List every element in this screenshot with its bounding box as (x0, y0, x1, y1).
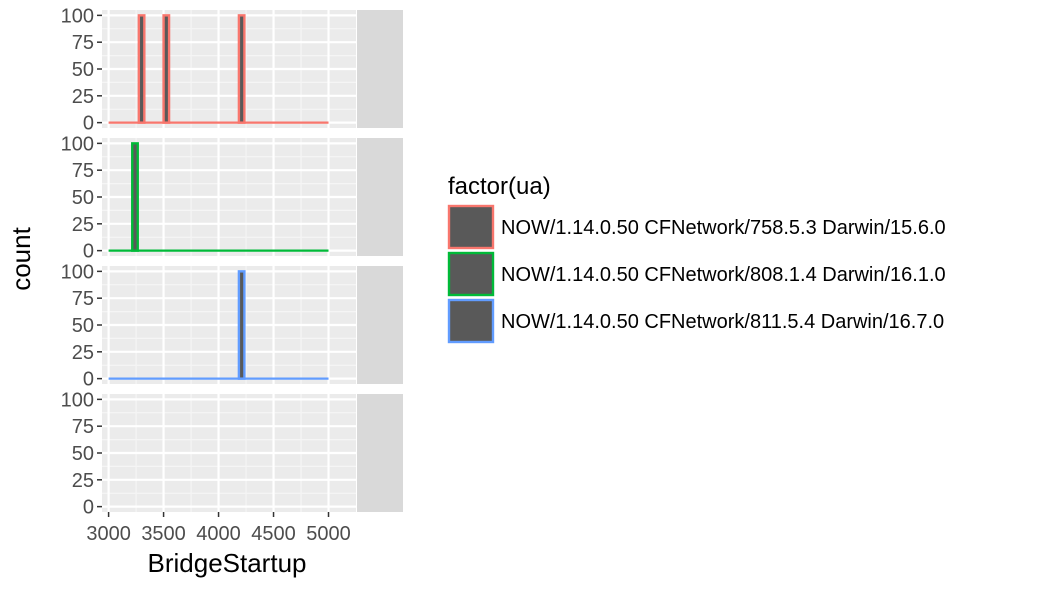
legend-item-label: NOW/1.14.0.50 CFNetwork/808.1.4 Darwin/1… (501, 264, 946, 286)
y-tick-label: 50 (72, 315, 94, 337)
legend-key-swatch (447, 204, 495, 250)
histogram-bar (131, 142, 139, 252)
y-tick-label: 25 (72, 470, 94, 492)
y-tick-label: 25 (72, 86, 94, 108)
y-tick-label: 75 (72, 160, 94, 182)
histogram-bar (162, 14, 171, 124)
facet-strip (357, 10, 403, 128)
y-tick-label: 50 (72, 187, 94, 209)
panels: 0255075100Network/750255075100Network/80… (61, 5, 403, 519)
legend-item: NOW/1.14.0.50 CFNetwork/758.5.3 Darwin/1… (447, 204, 946, 250)
x-tick-label: 3500 (141, 523, 186, 545)
facet-strip (357, 266, 403, 384)
y-tick-label: 100 (61, 5, 94, 27)
y-tick-label: 0 (83, 369, 94, 391)
legend-key-swatch (447, 251, 495, 297)
x-tick-label: 5000 (306, 523, 351, 545)
y-tick-label: 100 (61, 389, 94, 411)
x-tick-label: 3000 (86, 523, 131, 545)
histogram-bar (137, 14, 146, 124)
legend: factor(ua) NOW/1.14.0.50 CFNetwork/758.5… (447, 173, 946, 344)
x-axis-title: BridgeStartup (148, 548, 307, 578)
legend-item: NOW/1.14.0.50 CFNetwork/808.1.4 Darwin/1… (447, 251, 946, 297)
y-tick-label: 50 (72, 59, 94, 81)
legend-item: NOW/1.14.0.50 CFNetwork/811.5.4 Darwin/1… (447, 298, 944, 344)
y-tick-label: 25 (72, 214, 94, 236)
histogram-bar (237, 14, 246, 124)
facet-panel: 0255075100work/808.0 (61, 389, 403, 519)
y-tick-label: 0 (83, 113, 94, 135)
x-tick-label: 4500 (251, 523, 296, 545)
y-tick-label: 75 (72, 32, 94, 54)
facet-strip (357, 138, 403, 256)
legend-item-label: NOW/1.14.0.50 CFNetwork/811.5.4 Darwin/1… (501, 311, 944, 333)
facet-panel: 0255075100Network/81 (61, 261, 403, 391)
y-tick-label: 0 (83, 497, 94, 519)
y-tick-label: 75 (72, 288, 94, 310)
legend-keys: NOW/1.14.0.50 CFNetwork/758.5.3 Darwin/1… (447, 204, 946, 344)
y-tick-label: 50 (72, 443, 94, 465)
x-tick-label: 4000 (196, 523, 241, 545)
legend-key-swatch (447, 298, 495, 344)
y-tick-label: 100 (61, 261, 94, 283)
y-tick-label: 100 (61, 133, 94, 155)
facet-panel: 0255075100Network/75 (61, 5, 403, 135)
x-axis: 3000 3500 4000 4500 5000 (86, 512, 351, 545)
legend-item-label: NOW/1.14.0.50 CFNetwork/758.5.3 Darwin/1… (501, 217, 946, 239)
histogram-bar (237, 270, 246, 380)
facet-panel: 0255075100Network/80 (61, 133, 403, 263)
y-tick-label: 75 (72, 416, 94, 438)
y-tick-label: 0 (83, 241, 94, 263)
y-axis-title: count (6, 226, 36, 290)
y-tick-label: 25 (72, 342, 94, 364)
legend-title: factor(ua) (448, 173, 551, 200)
facet-strip (357, 394, 403, 512)
